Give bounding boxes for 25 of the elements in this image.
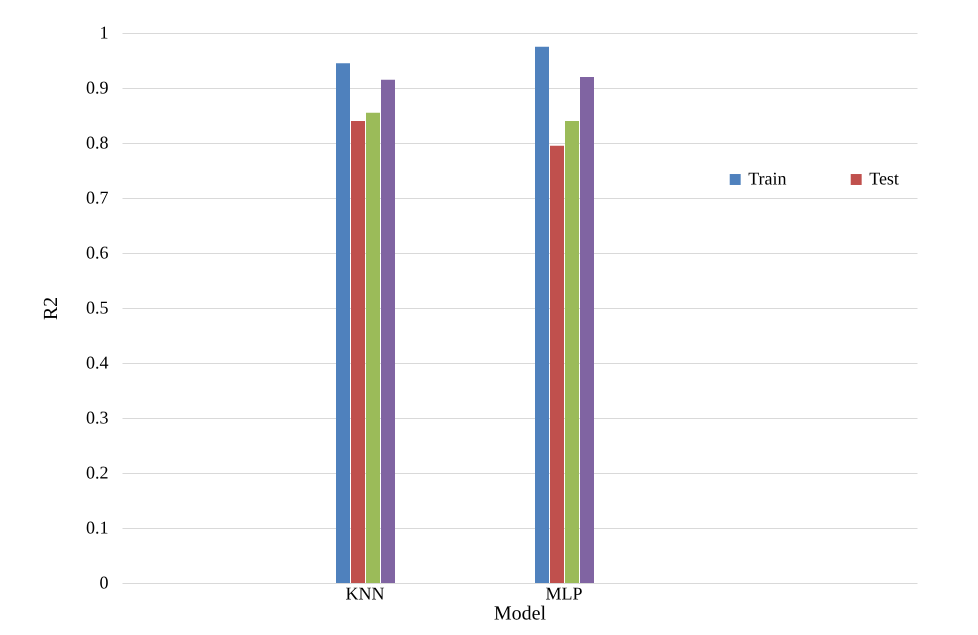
- x-tick-label: KNN: [346, 584, 384, 604]
- y-tick-label: 0.7: [86, 188, 108, 208]
- legend-label: Train: [748, 168, 787, 188]
- y-tick-label: 0.8: [86, 132, 108, 152]
- bar: [366, 112, 380, 583]
- bar: [381, 80, 395, 583]
- y-tick-label: 0.1: [86, 518, 108, 538]
- y-tick-label: 0.5: [86, 298, 108, 318]
- y-tick-label: 0.2: [86, 462, 108, 482]
- x-tick-label: MLP: [545, 584, 583, 604]
- y-tick-label: 0.3: [86, 408, 108, 428]
- y-axis-title: R2: [40, 296, 62, 320]
- x-axis-title: Model: [494, 602, 547, 624]
- y-tick-label: 0.4: [86, 352, 108, 372]
- y-tick-label: 0.6: [86, 242, 108, 262]
- bar: [550, 146, 564, 583]
- y-tick-label: 1: [100, 22, 108, 42]
- y-tick-label: 0.9: [86, 78, 108, 98]
- bar: [535, 46, 549, 583]
- bar: [565, 121, 579, 583]
- bar: [580, 77, 594, 583]
- legend-label: Test: [869, 168, 899, 188]
- y-tick-label: 0: [100, 572, 108, 592]
- bar: [351, 121, 365, 583]
- bar: [336, 63, 350, 583]
